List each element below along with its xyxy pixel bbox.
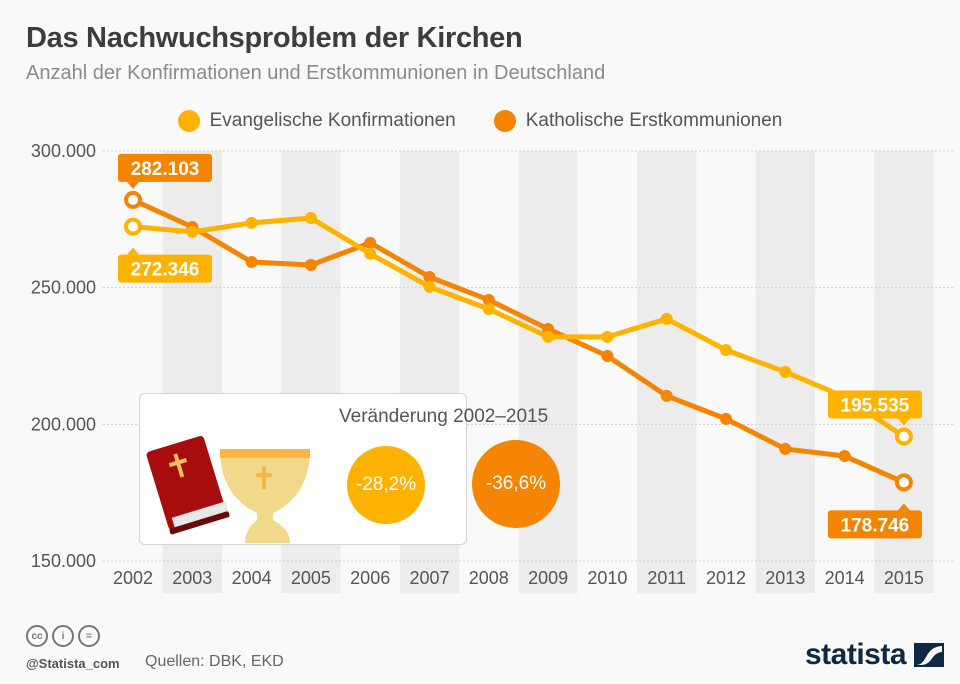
callout-label: 195.535 <box>841 396 910 417</box>
inset-title: Veränderung 2002–2015 <box>339 406 549 427</box>
legend-label-evangelisch: Evangelische Konfirmationen <box>209 110 456 131</box>
callout-pointer <box>897 503 910 511</box>
data-point <box>660 312 673 325</box>
value-callout: 272.346 <box>118 247 212 283</box>
statista-logo-text: statista <box>805 638 907 671</box>
source-note: Quellen: DBK, EKD <box>145 653 284 670</box>
data-point <box>601 350 614 362</box>
x-tick-label: 2002 <box>113 568 153 588</box>
x-tick-label: 2005 <box>291 568 331 588</box>
y-tick-label: 300.000 <box>31 141 96 161</box>
y-tick-label: 150.000 <box>31 551 96 571</box>
x-tick-label: 2004 <box>232 568 272 588</box>
x-tick-label: 2003 <box>172 568 212 588</box>
callout-box <box>118 254 212 283</box>
y-tick-label: 250.000 <box>31 278 96 298</box>
callout-box <box>827 390 922 419</box>
x-tick-label: 2014 <box>825 568 865 588</box>
statista-handle: @Statista_com <box>26 656 120 671</box>
x-tick-label: 2006 <box>350 568 390 588</box>
data-point <box>304 211 317 224</box>
data-point <box>838 450 851 463</box>
value-callout: 178.746 <box>827 503 922 539</box>
legend-dot-katholisch-icon <box>493 110 516 132</box>
callout-pointer <box>897 418 910 426</box>
statista-logo[interactable]: statista <box>805 638 945 672</box>
data-point <box>720 412 732 425</box>
attribution-icon: i <box>52 625 74 647</box>
data-point <box>720 343 732 356</box>
data-point <box>423 280 436 293</box>
chalice-icon <box>220 449 310 543</box>
legend-item-evangelisch: Evangelische Konfirmationen <box>177 110 456 132</box>
data-point-endpoint <box>894 427 913 446</box>
no-derivatives-icon: = <box>78 625 100 647</box>
x-tick-label: 2012 <box>706 568 746 588</box>
change-bubble-evangelisch: -28,2% <box>347 446 425 524</box>
year-band <box>637 151 697 593</box>
statista-logo-icon <box>914 643 945 667</box>
callout-label: 178.746 <box>841 515 910 536</box>
x-tick-label: 2009 <box>528 568 568 588</box>
callout-box <box>827 510 922 539</box>
data-point <box>779 365 792 378</box>
data-point <box>364 236 377 249</box>
data-point-endpoint <box>124 190 142 209</box>
data-point <box>779 442 792 455</box>
data-point-endpoint <box>124 217 142 236</box>
x-tick-label: 2015 <box>884 568 924 588</box>
data-point <box>601 330 614 343</box>
data-point <box>304 258 317 271</box>
x-tick-label: 2011 <box>647 568 686 588</box>
data-point <box>482 293 495 306</box>
value-callout: 282.103 <box>118 153 212 189</box>
chart-title: Das Nachwuchsproblem der Kirchen <box>26 22 523 54</box>
series-line-evangelisch <box>132 215 906 439</box>
bible-icon <box>146 436 230 535</box>
data-point <box>245 255 258 268</box>
legend-label-katholisch: Katholische Erstkommunionen <box>525 110 783 131</box>
callout-box <box>118 153 212 182</box>
legend-dot-evangelisch-icon <box>177 110 200 132</box>
series-line-katholisch <box>131 197 905 485</box>
data-point <box>423 271 436 284</box>
chart-subtitle: Anzahl der Konfirmationen und Erstkommun… <box>26 62 606 84</box>
x-tick-label: 2008 <box>469 568 509 588</box>
data-point-endpoint <box>894 473 913 492</box>
data-point <box>186 225 199 238</box>
x-tick-label: 2007 <box>409 568 449 588</box>
y-tick-label: 200.000 <box>31 414 96 434</box>
callout-pointer <box>127 181 139 189</box>
year-band <box>518 151 578 593</box>
callout-label: 272.346 <box>131 260 200 281</box>
x-tick-label: 2013 <box>765 568 805 588</box>
x-tick-label: 2010 <box>587 568 627 588</box>
legend-item-katholisch: Katholische Erstkommunionen <box>493 110 783 132</box>
license-icons: cc i = <box>26 625 100 647</box>
data-point <box>482 302 495 315</box>
legend: Evangelische Konfirmationen Katholische … <box>0 110 960 132</box>
value-callout: 195.535 <box>827 390 922 426</box>
data-point <box>542 330 555 343</box>
callout-pointer <box>127 247 139 255</box>
data-point <box>364 247 377 260</box>
cc-icon: cc <box>26 625 48 647</box>
change-bubble-katholisch: -36,6% <box>472 440 560 528</box>
data-point <box>245 216 258 229</box>
data-point <box>660 389 673 402</box>
callout-label: 282.103 <box>131 159 200 180</box>
bible-chalice-illustration <box>146 436 310 543</box>
